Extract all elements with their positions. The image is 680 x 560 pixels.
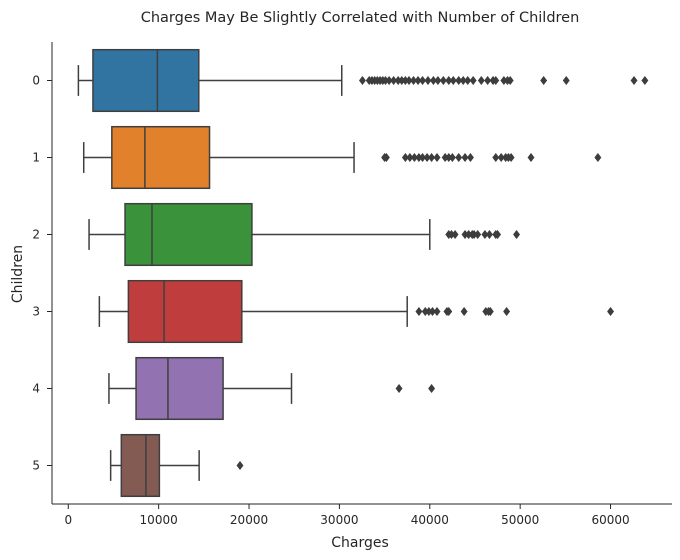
outlier-point bbox=[485, 229, 493, 240]
outlier-point bbox=[503, 306, 511, 317]
outlier-point bbox=[382, 152, 390, 163]
outlier-point bbox=[507, 152, 515, 163]
box-4 bbox=[135, 356, 224, 421]
y-axis-label: Children bbox=[10, 245, 26, 303]
outlier-point bbox=[428, 383, 436, 394]
outlier-point bbox=[460, 306, 468, 317]
outlier-point bbox=[236, 460, 244, 471]
outlier-point bbox=[562, 75, 570, 86]
outlier-point bbox=[641, 75, 649, 86]
box-3 bbox=[127, 279, 243, 344]
outlier-point bbox=[540, 75, 548, 86]
outlier-point bbox=[506, 75, 514, 86]
outlier-point bbox=[461, 152, 469, 163]
x-tick-label: 10000 bbox=[140, 513, 178, 527]
box-2 bbox=[124, 202, 253, 267]
outlier-point bbox=[434, 75, 442, 86]
outlier-point bbox=[464, 75, 472, 86]
outlier-point bbox=[474, 229, 482, 240]
outlier-point bbox=[433, 152, 441, 163]
x-tick-label: 30000 bbox=[320, 513, 358, 527]
outlier-point bbox=[494, 229, 502, 240]
chart-title: Charges May Be Slightly Correlated with … bbox=[141, 10, 580, 26]
outlier-point bbox=[448, 152, 456, 163]
y-tick-label: 1 bbox=[32, 151, 40, 165]
outlier-point bbox=[428, 152, 436, 163]
outlier-point bbox=[607, 306, 615, 317]
outlier-point bbox=[455, 152, 463, 163]
outlier-point bbox=[415, 306, 423, 317]
x-axis-label: Charges bbox=[331, 535, 389, 551]
y-tick-label: 2 bbox=[32, 228, 40, 242]
y-tick-label: 4 bbox=[32, 382, 40, 396]
box-5 bbox=[120, 433, 161, 498]
box-0 bbox=[92, 48, 200, 113]
outlier-point bbox=[449, 75, 457, 86]
outlier-point bbox=[451, 229, 459, 240]
outlier-point bbox=[486, 306, 494, 317]
outlier-point bbox=[630, 75, 638, 86]
y-tick-label: 3 bbox=[32, 305, 40, 319]
outlier-point bbox=[477, 75, 485, 86]
outlier-point bbox=[513, 229, 521, 240]
outlier-point bbox=[395, 383, 403, 394]
outlier-point bbox=[527, 152, 535, 163]
y-tick-label: 0 bbox=[32, 74, 40, 88]
outlier-point bbox=[445, 306, 453, 317]
outlier-point bbox=[424, 75, 432, 86]
outlier-point bbox=[469, 75, 477, 86]
outlier-point bbox=[594, 152, 602, 163]
x-tick-label: 60000 bbox=[591, 513, 629, 527]
outlier-point bbox=[466, 152, 474, 163]
y-tick-label: 5 bbox=[32, 459, 40, 473]
x-tick-label: 50000 bbox=[501, 513, 539, 527]
x-tick-label: 20000 bbox=[230, 513, 268, 527]
outlier-point bbox=[492, 152, 500, 163]
outlier-point bbox=[358, 75, 366, 86]
x-tick-label: 40000 bbox=[411, 513, 449, 527]
x-tick-label: 0 bbox=[64, 513, 72, 527]
outlier-point bbox=[484, 75, 492, 86]
outlier-point bbox=[419, 75, 427, 86]
outlier-point bbox=[492, 75, 500, 86]
box-1 bbox=[111, 125, 211, 190]
outlier-point bbox=[439, 75, 447, 86]
outlier-point bbox=[433, 306, 441, 317]
